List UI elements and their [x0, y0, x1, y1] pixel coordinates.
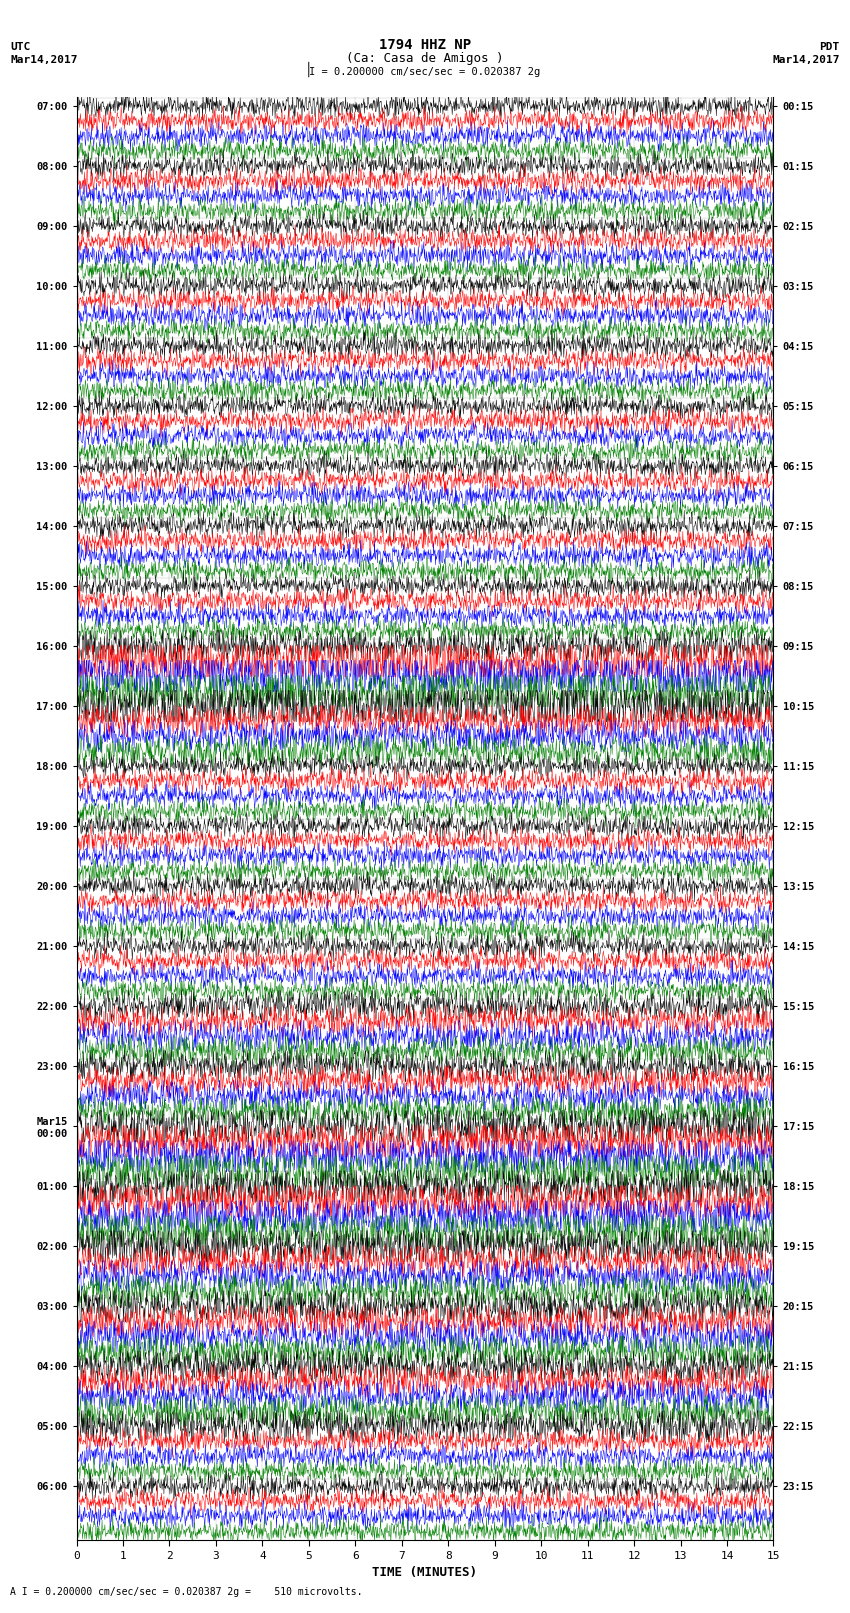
X-axis label: TIME (MINUTES): TIME (MINUTES) [372, 1566, 478, 1579]
Text: PDT: PDT [819, 42, 840, 52]
Text: Mar14,2017: Mar14,2017 [773, 55, 840, 65]
Text: 1794 HHZ NP: 1794 HHZ NP [379, 39, 471, 52]
Text: UTC: UTC [10, 42, 31, 52]
Text: (Ca: Casa de Amigos ): (Ca: Casa de Amigos ) [346, 52, 504, 65]
Text: Mar14,2017: Mar14,2017 [10, 55, 77, 65]
Text: I = 0.200000 cm/sec/sec = 0.020387 2g: I = 0.200000 cm/sec/sec = 0.020387 2g [309, 68, 541, 77]
Text: │: │ [304, 61, 312, 77]
Text: A I = 0.200000 cm/sec/sec = 0.020387 2g =    510 microvolts.: A I = 0.200000 cm/sec/sec = 0.020387 2g … [10, 1587, 363, 1597]
